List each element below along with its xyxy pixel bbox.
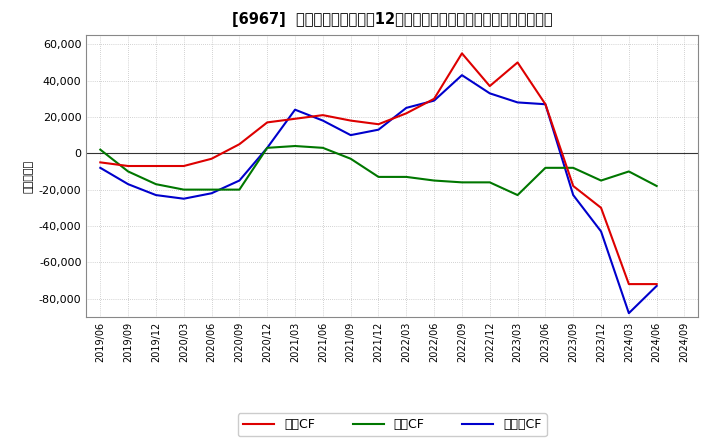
フリーCF <box>291 107 300 112</box>
フリーCF <box>402 105 410 110</box>
投資CF <box>597 178 606 183</box>
フリーCF <box>346 132 355 138</box>
フリーCF <box>263 145 271 150</box>
営業CF <box>235 142 243 147</box>
投資CF <box>624 169 633 174</box>
営業CF <box>541 102 550 107</box>
Line: 投資CF: 投資CF <box>100 146 657 195</box>
フリーCF <box>124 182 132 187</box>
営業CF <box>402 111 410 116</box>
投資CF <box>235 187 243 192</box>
フリーCF <box>207 191 216 196</box>
営業CF <box>458 51 467 56</box>
投資CF <box>458 180 467 185</box>
投資CF <box>96 147 104 152</box>
投資CF <box>374 174 383 180</box>
投資CF <box>569 165 577 170</box>
投資CF <box>152 182 161 187</box>
営業CF <box>152 163 161 169</box>
営業CF <box>263 120 271 125</box>
投資CF <box>291 143 300 149</box>
投資CF <box>402 174 410 180</box>
Line: フリーCF: フリーCF <box>100 75 657 313</box>
フリーCF <box>458 73 467 78</box>
投資CF <box>179 187 188 192</box>
営業CF <box>374 121 383 127</box>
営業CF <box>207 156 216 161</box>
営業CF <box>597 205 606 210</box>
フリーCF <box>235 178 243 183</box>
フリーCF <box>624 311 633 316</box>
フリーCF <box>597 229 606 234</box>
フリーCF <box>374 127 383 132</box>
投資CF <box>207 187 216 192</box>
営業CF <box>430 96 438 102</box>
営業CF <box>124 163 132 169</box>
フリーCF <box>179 196 188 202</box>
営業CF <box>513 60 522 65</box>
投資CF <box>318 145 327 150</box>
フリーCF <box>513 100 522 105</box>
投資CF <box>513 192 522 198</box>
投資CF <box>346 156 355 161</box>
フリーCF <box>430 98 438 103</box>
フリーCF <box>541 102 550 107</box>
営業CF <box>96 160 104 165</box>
フリーCF <box>152 192 161 198</box>
投資CF <box>124 169 132 174</box>
フリーCF <box>485 91 494 96</box>
Legend: 営業CF, 投資CF, フリーCF: 営業CF, 投資CF, フリーCF <box>238 413 546 436</box>
投資CF <box>652 183 661 189</box>
投資CF <box>263 145 271 150</box>
フリーCF <box>652 283 661 289</box>
フリーCF <box>569 192 577 198</box>
Y-axis label: （百万円）: （百万円） <box>23 159 33 193</box>
投資CF <box>430 178 438 183</box>
営業CF <box>179 163 188 169</box>
フリーCF <box>96 165 104 170</box>
営業CF <box>485 84 494 89</box>
営業CF <box>624 282 633 287</box>
営業CF <box>291 116 300 121</box>
営業CF <box>346 118 355 123</box>
営業CF <box>318 113 327 118</box>
投資CF <box>541 165 550 170</box>
フリーCF <box>318 118 327 123</box>
投資CF <box>485 180 494 185</box>
Line: 営業CF: 営業CF <box>100 53 657 284</box>
Title: [6967]  キャッシュフローの12か月移動合計の対前年同期増減額の推移: [6967] キャッシュフローの12か月移動合計の対前年同期増減額の推移 <box>232 12 553 27</box>
営業CF <box>569 183 577 189</box>
営業CF <box>652 282 661 287</box>
